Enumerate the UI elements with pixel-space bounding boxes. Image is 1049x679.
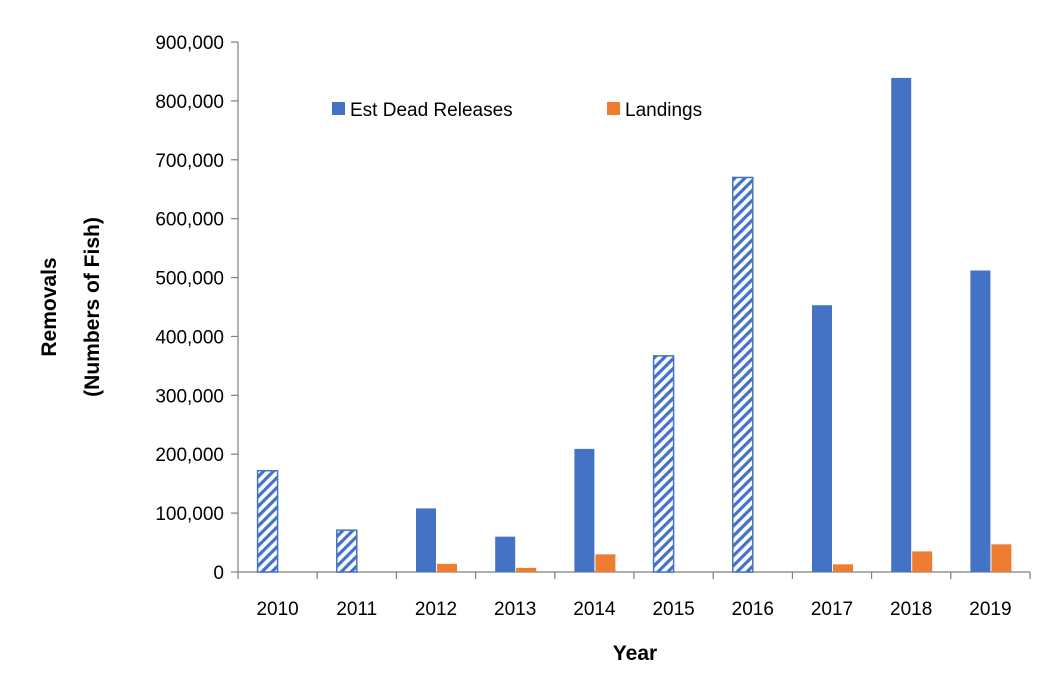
- x-tick-label: 2016: [732, 599, 774, 620]
- bar-landings-2012: [437, 563, 457, 572]
- x-tick-label: 2012: [415, 599, 457, 620]
- x-axis-title: Year: [613, 642, 657, 665]
- x-tick-label: 2018: [890, 599, 932, 620]
- y-tick-label: 100,000: [155, 504, 224, 525]
- y-tick-label: 800,000: [155, 92, 224, 113]
- bar-est-dead-releases-2010: [256, 469, 279, 573]
- bar-landings-2019: [991, 544, 1012, 572]
- y-axis-title-line-2: (Numbers of Fish): [81, 217, 104, 397]
- y-tick-label: 600,000: [155, 210, 224, 231]
- y-tick-label: 200,000: [155, 445, 224, 466]
- y-tick-label: 300,000: [155, 386, 224, 407]
- bar-landings-2014: [595, 554, 616, 572]
- y-tick-label: 700,000: [155, 151, 224, 172]
- bar-est-dead-releases-2012: [416, 508, 436, 572]
- y-axis-title-line-1: Removals: [38, 257, 61, 356]
- x-tick-label: 2013: [494, 599, 536, 620]
- bar-est-dead-releases-2013: [495, 536, 516, 572]
- bar-landings-2013: [516, 567, 537, 572]
- legend-swatch-est-dead-releases: [332, 102, 345, 115]
- legend-label-est-dead-releases: Est Dead Releases: [350, 100, 513, 121]
- bar-est-dead-releases-2016: [732, 176, 754, 573]
- bar-est-dead-releases-2015: [652, 355, 675, 573]
- y-tick-label: 0: [213, 563, 224, 584]
- x-tick-label: 2014: [573, 599, 616, 620]
- bar-est-dead-releases-2014: [574, 448, 595, 572]
- bar-landings-2017: [833, 564, 853, 572]
- y-tick-label: 400,000: [155, 327, 224, 348]
- x-tick-label: 2010: [256, 599, 298, 620]
- bar-est-dead-releases-2018: [891, 77, 912, 572]
- legend-swatch-landings: [607, 102, 620, 115]
- bar-est-dead-releases-2019: [970, 270, 991, 572]
- y-tick-label: 500,000: [155, 269, 224, 290]
- x-tick-label: 2019: [969, 599, 1011, 620]
- bar-landings-2018: [912, 551, 933, 572]
- x-tick-label: 2017: [811, 599, 853, 620]
- x-tick-label: 2011: [336, 599, 377, 620]
- bar-est-dead-releases-2011: [336, 529, 358, 573]
- legend-label-landings: Landings: [625, 100, 702, 121]
- bar-est-dead-releases-2017: [812, 305, 832, 572]
- x-tick-label: 2015: [652, 599, 694, 620]
- y-tick-label: 900,000: [155, 33, 224, 54]
